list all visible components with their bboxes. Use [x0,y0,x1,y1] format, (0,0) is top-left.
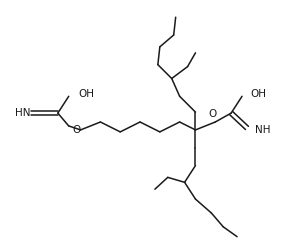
Text: OH: OH [79,89,95,99]
Text: HN: HN [15,108,31,118]
Text: OH: OH [250,89,266,99]
Text: O: O [73,125,81,135]
Text: O: O [208,109,217,119]
Text: NH: NH [255,125,270,135]
